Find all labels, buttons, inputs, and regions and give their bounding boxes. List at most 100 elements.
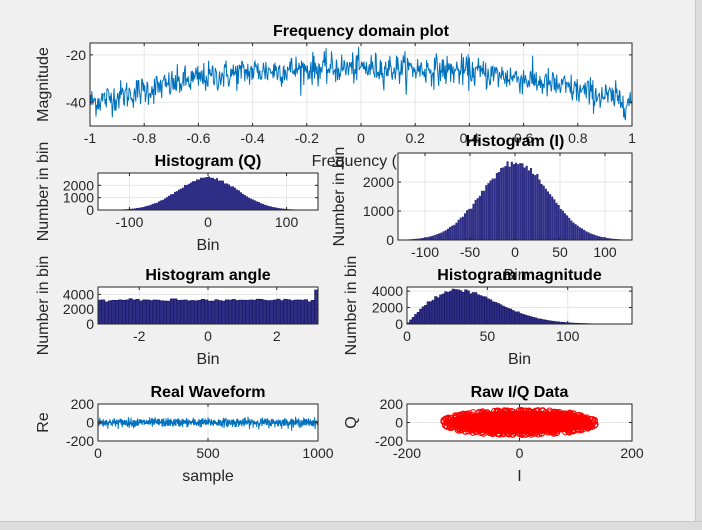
histAngle-bar [152, 299, 157, 324]
iq-point [465, 410, 473, 418]
histMag-bar [454, 289, 458, 324]
histAngle-bar [221, 300, 226, 324]
histQ-bar [176, 191, 178, 210]
iq-point [472, 427, 480, 435]
histMag-bar [529, 316, 533, 324]
iq-ytick-label: 200 [380, 396, 404, 412]
histI-ylabel: Number in bin [331, 147, 348, 247]
histI-bar [508, 166, 511, 240]
histI-bar [527, 170, 530, 240]
histQ-bar [188, 183, 190, 210]
histAngle-bar [245, 299, 250, 324]
histAngle-bar [166, 300, 171, 324]
histMag-ylabel: Number in bin [343, 256, 360, 356]
iq-point [487, 428, 495, 436]
freq-xtick-label: -0.4 [241, 130, 265, 146]
histI-bar [478, 195, 481, 240]
histQ-bar [228, 184, 230, 210]
histAngle-bar [187, 300, 192, 324]
iq-point [574, 411, 582, 419]
iq-point [475, 408, 483, 416]
histQ-bar [130, 208, 132, 210]
histQ-bar [196, 179, 198, 210]
iq-point [544, 428, 552, 436]
iq-point [566, 410, 574, 418]
histI-bar [480, 190, 484, 240]
histAngle-bar [266, 300, 271, 324]
real-xtick-label: 500 [196, 445, 220, 461]
real-ylabel: Re [35, 412, 52, 433]
histQ-bar [222, 180, 224, 210]
histMag-bar [474, 292, 478, 324]
histMag-ytick-label: 4000 [372, 283, 403, 299]
iq-point [477, 428, 485, 436]
histAngle-bar [303, 299, 308, 324]
histI-xtick-label: 100 [593, 244, 617, 260]
histI-bar [583, 229, 586, 240]
histAngle-bar [138, 300, 143, 324]
histI-bar [474, 199, 477, 240]
histI-xtick-label: 0 [511, 244, 519, 260]
histI-bar [589, 233, 592, 240]
histMag-bar [441, 293, 445, 324]
histI-xlabel: Bin [503, 267, 526, 284]
histI-bar [440, 232, 443, 240]
histI-bar [453, 224, 456, 240]
iq-point [511, 429, 519, 437]
iq-point [546, 409, 554, 417]
histI-bar [415, 238, 418, 240]
histI-bar [491, 178, 494, 240]
histQ-bar [172, 194, 174, 210]
histMag-xtick-label: 100 [556, 328, 580, 344]
histMag-bar [539, 318, 543, 324]
histAngle-bar [293, 299, 298, 324]
histMag-bar [431, 299, 435, 324]
freq-xtick-label: 0.6 [514, 130, 534, 146]
histQ-xtick-label: 100 [275, 214, 299, 230]
iq-point [440, 416, 448, 424]
histI-bar [436, 234, 439, 240]
iq-marks [440, 406, 599, 439]
iq-point [577, 425, 585, 433]
iq-point [548, 428, 556, 436]
histQ-bar [262, 203, 264, 210]
histQ-bar [156, 202, 158, 210]
histI-bar [425, 237, 428, 240]
histI-bar [466, 210, 469, 240]
histI-bar [566, 215, 569, 240]
real-ytick-label: 200 [71, 396, 95, 412]
iq-point [505, 429, 513, 437]
iq-point [494, 408, 502, 416]
histMag-bar [486, 298, 490, 324]
iq-title: Raw I/Q Data [471, 384, 569, 401]
histMag-bar [544, 319, 548, 324]
freq-xtick-label: 0.4 [460, 130, 480, 146]
histQ-ylabel: Number in bin [35, 142, 52, 242]
histQ-bar [208, 176, 210, 210]
histAngle-bar [132, 299, 137, 324]
iq-point [460, 412, 468, 420]
histI-bar [472, 203, 475, 240]
iq-point [528, 429, 536, 437]
histI-bar [476, 198, 479, 240]
histI-bar [585, 231, 588, 240]
histI-bar [521, 163, 524, 240]
histI-bar [532, 173, 535, 240]
histMag-bar [521, 314, 525, 324]
iq-point [489, 430, 497, 438]
histQ-bar [214, 179, 216, 210]
histI-bar [559, 208, 562, 240]
histAngle-bar [228, 299, 233, 324]
histI-bar [542, 185, 545, 240]
histQ-bar [242, 193, 244, 210]
iq-point [448, 420, 456, 428]
histMag-bar [471, 292, 475, 324]
real-ytick-label: -200 [66, 433, 94, 449]
histQ-bar [238, 190, 240, 210]
histAngle-bar [121, 299, 126, 324]
histQ-bar [240, 192, 242, 210]
histI-bar [549, 194, 552, 240]
histQ-bar [230, 186, 232, 210]
iq-point [469, 411, 477, 419]
histI-bar [487, 183, 490, 240]
